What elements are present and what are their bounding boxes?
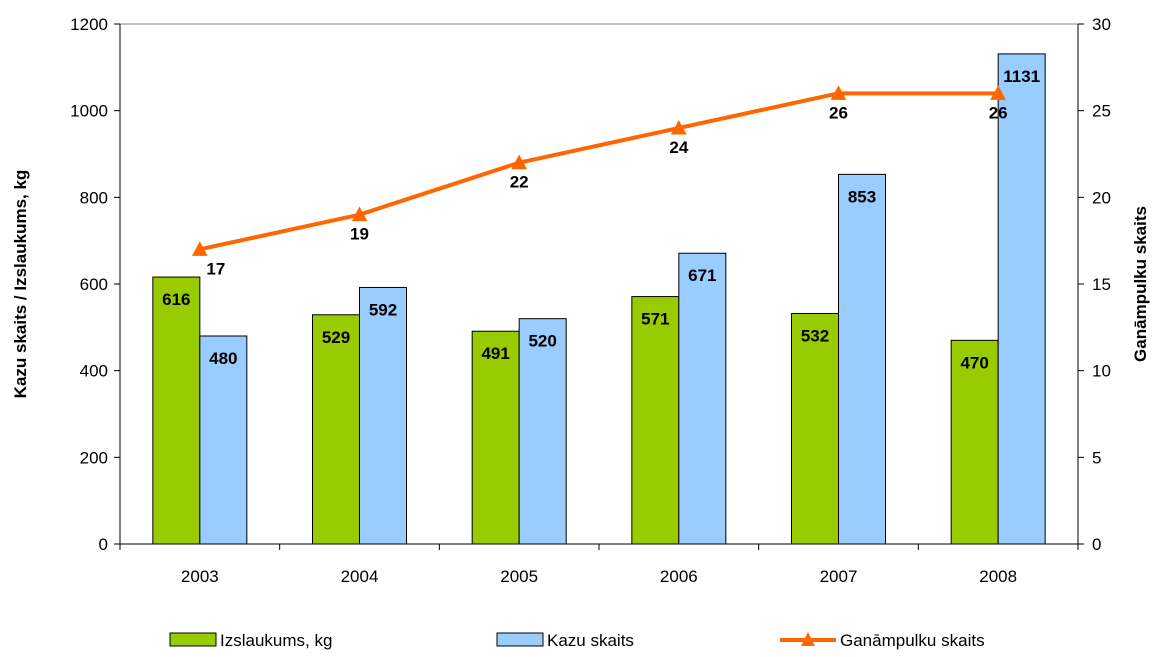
legend-swatch [496, 632, 544, 647]
y-tick-label: 1200 [70, 15, 108, 34]
legend: Izslaukums, kg Kazu skaits Ganāmpulku skai… [169, 631, 985, 650]
line-point [990, 85, 1007, 100]
bar [997, 53, 1046, 545]
x-tick-label: 2004 [341, 567, 379, 586]
legend-label: Kazu skaits [547, 631, 634, 650]
bar-data-label: 480 [209, 349, 237, 368]
line-data-label: 24 [669, 138, 688, 157]
bar-data-label: 520 [528, 332, 556, 351]
bar-data-label: 571 [641, 310, 669, 329]
bar-data-label: 529 [322, 328, 350, 347]
y-tick-label: 600 [80, 275, 108, 294]
y-tick-label: 400 [80, 362, 108, 381]
line-point [511, 154, 528, 170]
y2-tick-label: 25 [1092, 102, 1111, 121]
y2-tick-label: 0 [1092, 535, 1101, 554]
y2-axis-title: Ganāmpulku skaits [1131, 206, 1150, 362]
line-series [199, 91, 999, 252]
y-tick-label: 800 [80, 188, 108, 207]
x-tick-label: 2005 [500, 567, 538, 586]
x-tick-label: 2003 [181, 567, 219, 586]
y-axis-title-text: Kazu skaits / Izslaukums, kg [11, 170, 30, 399]
bar [471, 330, 520, 545]
bar-data-label: 470 [960, 353, 988, 372]
line-data-label: 22 [510, 173, 529, 192]
y-tick-label: 200 [80, 448, 108, 467]
legend-label: Ganāmpulku skaits [840, 631, 985, 650]
y2-tick-label: 15 [1092, 275, 1111, 294]
bar-data-label: 616 [162, 290, 190, 309]
y-axis-title: Kazu skaits / Izslaukums, kg [11, 170, 30, 399]
legend-marker [801, 632, 815, 646]
y2-axis-title-text: Ganāmpulku skaits [1131, 206, 1150, 362]
bar-data-label: 853 [848, 187, 876, 206]
bar-data-label: 592 [369, 300, 397, 319]
bar [678, 252, 727, 545]
line-data-label: 26 [989, 103, 1008, 122]
bar [631, 296, 680, 545]
bar-data-label: 671 [688, 266, 716, 285]
line-data-label: 19 [350, 225, 369, 244]
bar [359, 286, 407, 545]
line-data-label: 26 [829, 103, 848, 122]
bar [791, 312, 839, 545]
bar [518, 318, 567, 545]
legend-swatch [169, 632, 217, 647]
bar [199, 335, 248, 545]
y2-tick-label: 20 [1092, 188, 1111, 207]
y2-tick-label: 30 [1092, 15, 1111, 34]
bar-data-label: 491 [481, 344, 509, 363]
plot-area: 0 200 400 600 800 1000 1200 0 5 10 15 20 25 30 2003 200… [70, 15, 1111, 586]
line-point [830, 85, 847, 100]
plot-frame [119, 23, 1079, 545]
legend-label: Izslaukums, kg [220, 631, 332, 650]
line-point [670, 119, 687, 135]
x-tick-label: 2006 [660, 567, 698, 586]
bar [152, 276, 201, 545]
bar-data-label: 532 [801, 326, 829, 345]
line-data-label: 17 [206, 259, 225, 278]
bar [950, 339, 999, 545]
line-point [351, 206, 368, 222]
bar [838, 173, 886, 545]
y2-tick-label: 10 [1092, 362, 1111, 381]
x-tick-label: 2008 [979, 567, 1017, 586]
line-point [191, 241, 208, 256]
x-tick-label: 2007 [820, 567, 858, 586]
bar [312, 314, 360, 545]
bar-data-label: 1131 [1003, 67, 1040, 86]
y2-tick-label: 5 [1092, 448, 1101, 467]
y-tick-label: 1000 [70, 102, 108, 121]
y-tick-label: 0 [99, 535, 108, 554]
